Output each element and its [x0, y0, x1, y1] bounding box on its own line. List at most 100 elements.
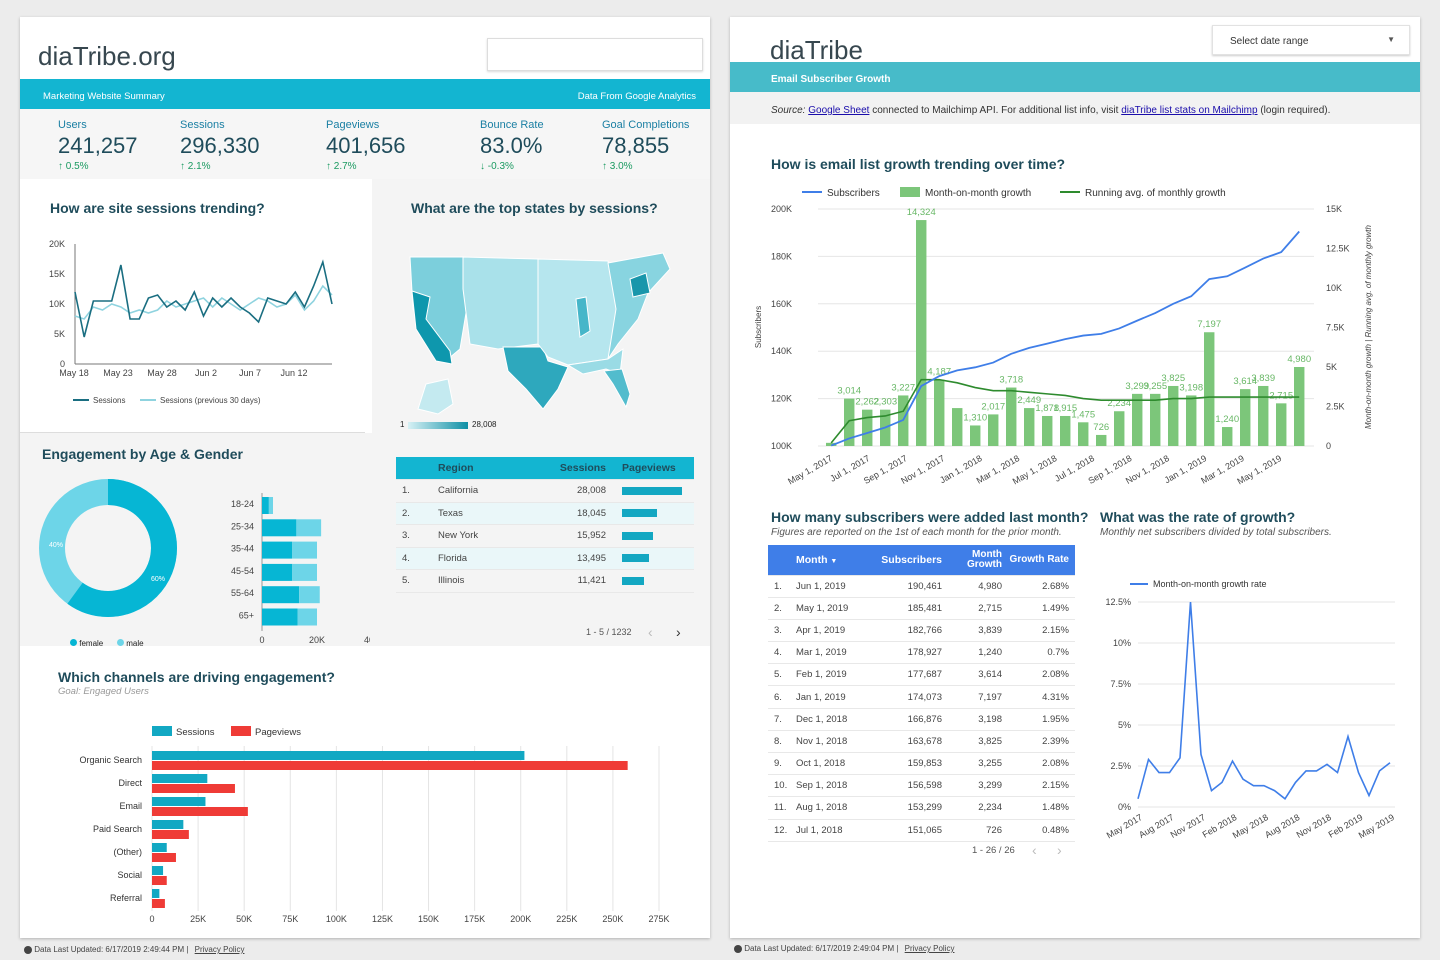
sessions-cell: 28,008 — [524, 479, 614, 503]
growth-bar — [1042, 415, 1053, 446]
google-sheet-link[interactable]: Google Sheet — [808, 105, 870, 116]
legend-label: Sessions (previous 30 days) — [160, 396, 261, 405]
table-row[interactable]: 8. Nov 1, 2018 163,678 3,825 2.39% — [768, 730, 1075, 754]
subscribers-header[interactable]: Subscribers — [880, 545, 948, 576]
pageviews-header[interactable]: Pageviews — [614, 457, 694, 480]
growth-bar — [1078, 422, 1089, 446]
row-number: 1. — [396, 479, 414, 503]
bar-label: 3,255 — [1143, 381, 1167, 392]
channel-bar-0 — [152, 889, 160, 898]
privacy-link[interactable]: Privacy Policy — [904, 944, 955, 953]
region-header[interactable]: Region — [414, 457, 524, 480]
table-row[interactable]: 11. Aug 1, 2018 153,299 2,234 1.48% — [768, 796, 1075, 820]
growth-bar — [1060, 415, 1071, 446]
table-row[interactable]: 9. Oct 1, 2018 159,853 3,255 2.08% — [768, 752, 1075, 776]
filter-box[interactable] — [487, 38, 703, 71]
subscribers-line — [830, 230, 1300, 447]
row-number: 10. — [768, 774, 796, 798]
bar-label: 1,878 — [1035, 403, 1059, 414]
table-row[interactable]: 2. May 1, 2019 185,481 2,715 1.49% — [768, 597, 1075, 620]
table-row[interactable]: 1. California 28,008 — [396, 479, 694, 503]
x-tick-label: 75K — [282, 914, 298, 924]
growth-bar — [1258, 385, 1269, 446]
mailchimp-link[interactable]: diaTribe list stats on Mailchimp — [1121, 105, 1258, 116]
table-row[interactable]: 4. Florida 13,495 — [396, 547, 694, 570]
next-page-icon[interactable]: › — [676, 624, 681, 640]
table-row[interactable]: 10. Sep 1, 2018 156,598 3,299 2.15% — [768, 774, 1075, 798]
table-row[interactable]: 4. Mar 1, 2019 178,927 1,240 0.7% — [768, 641, 1075, 665]
subscribers-cell: 190,461 — [880, 575, 948, 598]
row-number: 8. — [768, 730, 796, 754]
table-row[interactable]: 3. New York 15,952 — [396, 524, 694, 548]
age-label: 25-34 — [231, 521, 254, 531]
month-header[interactable]: Month ▼ — [796, 545, 880, 576]
table-row[interactable]: 12. Jul 1, 2018 151,065 726 0.48% — [768, 819, 1075, 842]
growth-bar — [1024, 408, 1035, 446]
y-tick-label-right: 0 — [1326, 441, 1331, 451]
rate-cell: 2.68% — [1008, 575, 1075, 598]
region-cell: Illinois — [414, 569, 524, 593]
table-row[interactable]: 6. Jan 1, 2019 174,073 7,197 4.31% — [768, 685, 1075, 709]
y-tick-label-right: 10K — [1326, 283, 1342, 293]
divider — [20, 432, 365, 433]
growth-bar — [988, 414, 999, 446]
map-region-mountain — [462, 256, 539, 350]
next-page-icon[interactable]: › — [1057, 842, 1062, 858]
map-title: What are the top states by sessions? — [411, 200, 658, 216]
growth-bar — [934, 379, 945, 446]
privacy-link[interactable]: Privacy Policy — [194, 945, 245, 954]
arrow-up-icon: ↑ — [602, 161, 607, 172]
growth-rate-header[interactable]: Growth Rate — [1008, 545, 1075, 576]
month-cell: Jun 1, 2019 — [796, 575, 880, 598]
rate-cell: 0.7% — [1008, 641, 1075, 665]
x-tick-label: 125K — [372, 914, 393, 924]
banner-right-label: Data From Google Analytics — [577, 91, 696, 102]
growth-bar — [1222, 427, 1233, 446]
male-dot-icon — [117, 639, 124, 646]
channel-bar-0 — [152, 820, 184, 829]
kpi-delta: ↑ 0.5% — [58, 161, 89, 172]
prev-page-icon[interactable]: ‹ — [1032, 842, 1037, 858]
y-axis-label-right: Month-on-month growth | Running avg. of … — [1364, 224, 1373, 429]
prev-page-icon[interactable]: ‹ — [648, 624, 653, 640]
kpi-delta: ↑ 2.1% — [180, 161, 211, 172]
y-tick-label-right: 2.5K — [1326, 402, 1345, 412]
bar-label: 3,718 — [999, 375, 1023, 386]
table-row[interactable]: 5. Feb 1, 2019 177,687 3,614 2.08% — [768, 663, 1075, 687]
row-number: 7. — [768, 708, 796, 731]
channel-bar-1 — [152, 876, 167, 885]
y-axis-label-left: Subscribers — [754, 306, 763, 348]
age-label: 45-54 — [231, 566, 254, 576]
table-row[interactable]: 3. Apr 1, 2019 182,766 3,839 2.15% — [768, 619, 1075, 643]
bar-label: 1,475 — [1071, 409, 1095, 420]
right-footer: Data Last Updated: 6/17/2019 2:49:04 PM … — [734, 944, 954, 953]
map-region-illinois — [575, 296, 591, 338]
row-number: 3. — [768, 619, 796, 643]
sessions-header[interactable]: Sessions — [524, 457, 614, 480]
pageviews-bar — [622, 531, 653, 540]
rate-cell: 2.08% — [1008, 752, 1075, 776]
legend-label: Running avg. of monthly growth — [1085, 188, 1226, 199]
subscribers-cell: 159,853 — [880, 752, 948, 776]
month-cell: Apr 1, 2019 — [796, 619, 880, 643]
left-dashboard: diaTribe.org Marketing Website Summary D… — [20, 17, 710, 938]
y-tick-label: 12.5% — [1105, 597, 1131, 607]
growth-bar — [1294, 367, 1305, 446]
table-row[interactable]: 2. Texas 18,045 — [396, 502, 694, 525]
bar-label: 2,715 — [1269, 390, 1293, 401]
female-bar — [262, 497, 269, 514]
y-tick-label: 2.5% — [1110, 761, 1131, 771]
category-label: (Other) — [113, 847, 142, 857]
growth-bar — [862, 409, 873, 446]
row-number: 6. — [768, 685, 796, 709]
table-row[interactable]: 7. Dec 1, 2018 166,876 3,198 1.95% — [768, 708, 1075, 731]
kpi-value: 83.0% — [480, 133, 543, 158]
map-card: What are the top states by sessions? 1 2… — [372, 179, 710, 646]
y-tick-label-right: 12.5K — [1326, 244, 1350, 254]
subs-table-subtitle: Figures are reported on the 1st of each … — [771, 527, 1062, 538]
table-row[interactable]: 1. Jun 1, 2019 190,461 4,980 2.68% — [768, 575, 1075, 598]
date-range-select[interactable]: Select date range ▼ — [1212, 25, 1410, 55]
table-row[interactable]: 5. Illinois 11,421 — [396, 569, 694, 593]
month-growth-header[interactable]: Month Growth — [948, 545, 1008, 576]
legend-label: Pageviews — [255, 727, 301, 738]
